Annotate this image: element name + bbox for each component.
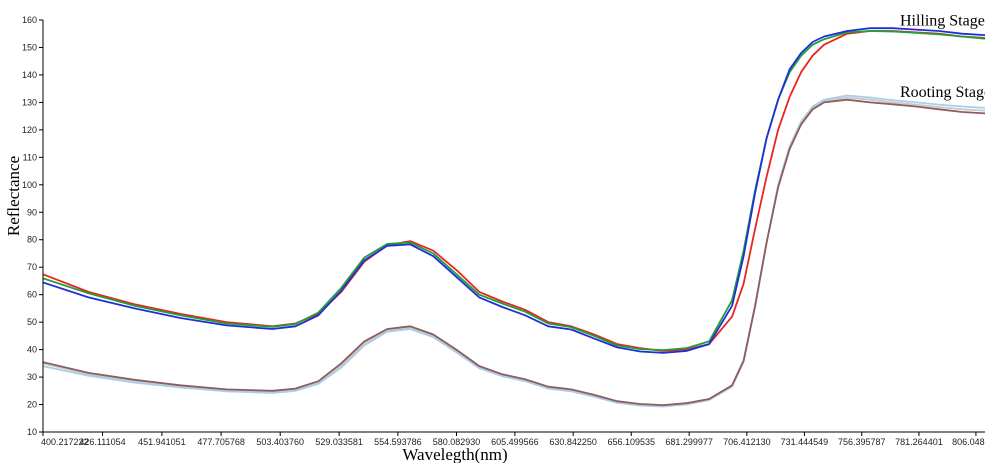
y-tick-label: 30 — [27, 372, 37, 382]
y-tick-label: 70 — [27, 262, 37, 272]
series-line-2 — [43, 30, 985, 351]
annotation-label: Hilling Stage — [900, 12, 985, 29]
series-layer — [43, 27, 985, 408]
y-ticks: 10 20 30 40 50 60 70 80 90 100 110 120 130 140 150 160 — [22, 15, 43, 437]
y-tick-label: 140 — [22, 70, 37, 80]
series-line-1 — [43, 30, 985, 352]
x-tick-label: 400.217222 — [41, 437, 89, 447]
x-tick-label: 477.705768 — [197, 437, 245, 447]
x-tick-label: 756.395787 — [838, 437, 886, 447]
x-tick-label: 529.033581 — [315, 437, 363, 447]
x-tick-label: 681.299977 — [665, 437, 713, 447]
y-tick-label: 150 — [22, 42, 37, 52]
y-tick-label: 120 — [22, 125, 37, 135]
x-axis-title: Wavelegth(nm) — [402, 445, 507, 463]
y-tick-label: 80 — [27, 235, 37, 245]
y-tick-label: 100 — [22, 180, 37, 190]
y-tick-label: 20 — [27, 400, 37, 410]
annotations: Hilling Stage Rooting Stage — [900, 12, 985, 100]
y-tick-label: 110 — [23, 152, 37, 162]
y-tick-label: 40 — [27, 345, 37, 355]
x-tick-label: 426.111054 — [79, 437, 125, 447]
x-tick-label: 605.499566 — [491, 437, 539, 447]
y-tick-label: 10 — [27, 427, 37, 437]
x-tick-label: 731.444549 — [781, 437, 829, 447]
y-tick-label: 90 — [27, 207, 37, 217]
x-tick-label: 781.264401 — [895, 437, 943, 447]
x-tick-label: 630.842250 — [549, 437, 597, 447]
x-tick-label: 554.593786 — [374, 437, 422, 447]
x-tick-label: 706.412130 — [723, 437, 771, 447]
series-line-5 — [43, 94, 985, 408]
x-tick-label: 656.109535 — [607, 437, 655, 447]
annotation-label: Rooting Stage — [900, 84, 985, 101]
series-line-6 — [43, 96, 985, 407]
y-tick-label: 60 — [27, 290, 37, 300]
x-tick-label: 580.082930 — [433, 437, 481, 447]
y-tick-label: 160 — [22, 15, 37, 25]
x-tick-label: 451.941051 — [138, 437, 186, 447]
series-line-4 — [43, 98, 985, 406]
x-tick-label: 806.048943 — [952, 437, 985, 447]
x-tick-label: 503.403760 — [256, 437, 304, 447]
y-axis-title: Reflectance — [4, 156, 23, 236]
y-tick-label: 50 — [27, 317, 37, 327]
y-tick-label: 130 — [22, 97, 37, 107]
series-line-3 — [43, 27, 985, 354]
